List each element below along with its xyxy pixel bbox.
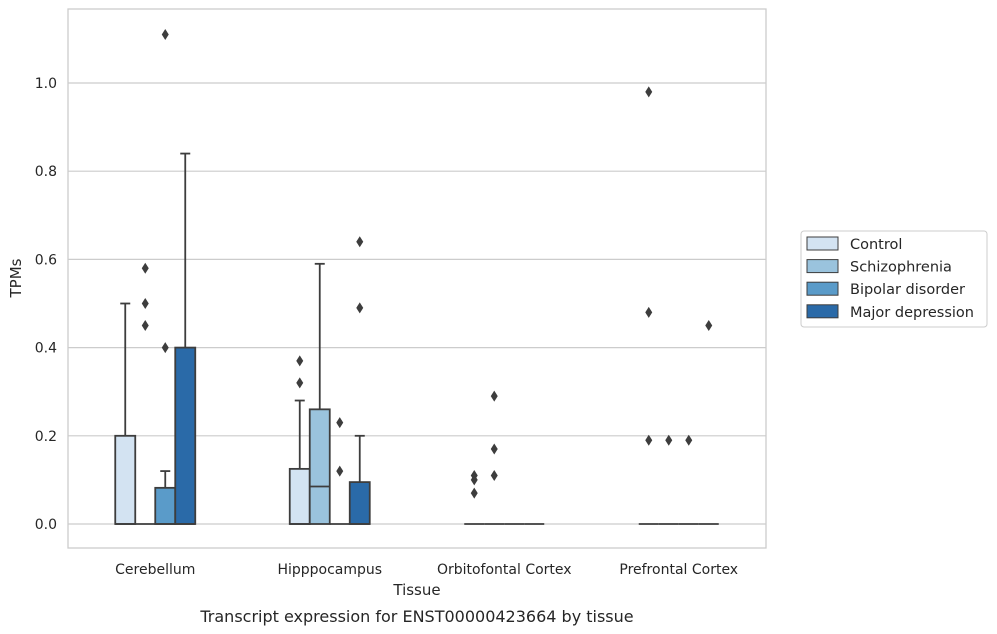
gridlines [68, 82, 766, 525]
box-bipolar-disorder [154, 28, 177, 525]
category-group [114, 28, 197, 525]
legend-frame [800, 230, 988, 328]
box-schizophrenia [135, 262, 156, 525]
y-tick-label: 0.8 [35, 164, 57, 180]
box-bipolar-disorder [329, 417, 350, 525]
x-tick-labels: Cerebellum Hipppocampus Orbitofontal Corte… [115, 562, 738, 578]
category-group [464, 390, 545, 525]
box-major-depression [698, 320, 719, 525]
legend-label: Bipolar disorder [850, 282, 965, 298]
y-tick-label: 0.6 [35, 252, 57, 268]
outlier-point [645, 86, 653, 98]
box-major-depression [174, 152, 197, 525]
box-body [154, 486, 177, 525]
box-control [638, 86, 659, 525]
outlier-point [665, 434, 673, 446]
outlier-point [470, 487, 478, 499]
box-schizophrenia [308, 262, 331, 525]
box-body [174, 346, 197, 525]
outlier-point [490, 443, 498, 455]
box-schizophrenia [484, 390, 505, 525]
outlier-point [470, 469, 478, 481]
box-body [288, 467, 311, 525]
y-tick-label: 1.0 [35, 76, 57, 92]
outlier-point [296, 355, 304, 367]
outlier-point [356, 236, 364, 248]
box-bipolar-disorder [678, 434, 699, 525]
box-control [288, 355, 311, 525]
legend-label: Major depression [850, 305, 974, 321]
x-tick-label: Cerebellum [115, 562, 195, 578]
category-group [288, 236, 371, 525]
x-axis-title: Tissue [392, 581, 440, 599]
outlier-point [645, 434, 653, 446]
x-tick-label: Hipppocampus [277, 562, 382, 578]
outlier-point [141, 320, 149, 332]
y-tick-label: 0.2 [35, 429, 57, 445]
outlier-point [161, 28, 169, 40]
box-body [348, 481, 371, 525]
outlier-point [490, 469, 498, 481]
legend-swatch [806, 259, 839, 274]
outlier-point [705, 320, 713, 332]
outlier-point [141, 298, 149, 309]
plot-frame [67, 8, 767, 549]
legend-swatch [806, 304, 839, 319]
box-control [114, 302, 137, 525]
y-tick-labels: 0.0 0.2 0.4 0.6 0.8 1.0 [35, 76, 57, 533]
y-tick-label: 0.0 [35, 517, 57, 533]
outlier-point [161, 342, 169, 354]
legend-items: Control Schizophrenia Bipolar disorder Majo… [806, 236, 974, 321]
box-schizophrenia [658, 434, 679, 525]
chart-caption: Transcript expression for ENST0000042366… [199, 607, 633, 626]
outlier-point [490, 390, 498, 402]
box-plot-groups [114, 28, 719, 525]
outlier-point [336, 465, 344, 477]
outlier-point [685, 434, 693, 446]
outlier-point [336, 417, 344, 429]
category-group [638, 86, 719, 525]
box-control [464, 469, 485, 525]
legend-label: Schizophrenia [850, 260, 952, 276]
x-tick-label: Prefrontal Cortex [619, 562, 738, 578]
y-axis-title: TPMs [7, 258, 25, 298]
box-major-depression [348, 236, 371, 525]
outlier-point [645, 306, 653, 318]
legend-swatch [806, 281, 839, 296]
box-body [308, 408, 331, 525]
legend: Control Schizophrenia Bipolar disorder Majo… [800, 230, 988, 328]
x-tick-label: Orbitofontal Cortex [437, 562, 572, 578]
box-body [114, 434, 137, 525]
outlier-point [296, 377, 304, 389]
outlier-point [141, 262, 149, 274]
legend-label: Control [850, 237, 902, 253]
outlier-point [356, 302, 364, 314]
legend-swatch [806, 236, 839, 251]
y-tick-label: 0.4 [35, 341, 57, 357]
